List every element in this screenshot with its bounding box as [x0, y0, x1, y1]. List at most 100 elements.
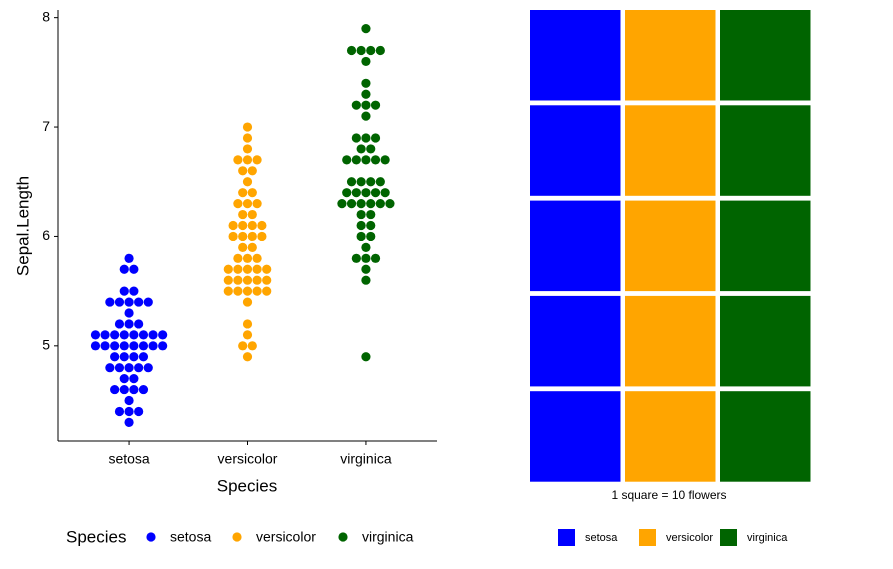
- point: [114, 319, 125, 329]
- waffle-square: [720, 295, 811, 387]
- point: [252, 155, 262, 165]
- point: [361, 78, 371, 88]
- legend-label: versicolor: [256, 529, 316, 545]
- point: [129, 330, 139, 340]
- point: [129, 286, 139, 296]
- waffle-square: [530, 200, 621, 292]
- point: [134, 406, 144, 417]
- point: [366, 144, 376, 154]
- legend-marker: [146, 532, 156, 542]
- waffle-square: [530, 295, 621, 387]
- point: [158, 341, 168, 351]
- legend-label: setosa: [170, 529, 211, 545]
- point: [356, 231, 366, 242]
- point: [361, 352, 371, 362]
- point: [247, 231, 257, 242]
- point: [129, 384, 139, 395]
- point: [380, 155, 390, 165]
- point: [110, 330, 120, 340]
- point: [346, 177, 357, 187]
- point: [252, 275, 262, 285]
- point: [337, 199, 347, 209]
- point: [114, 297, 125, 307]
- point: [262, 264, 272, 274]
- point: [238, 188, 248, 198]
- point: [351, 188, 361, 198]
- point: [124, 406, 134, 417]
- point: [148, 330, 158, 340]
- point: [242, 330, 253, 340]
- legend-swatch: [558, 529, 575, 546]
- point: [242, 297, 253, 307]
- waffle-caption: 1 square = 10 flowers: [611, 488, 726, 502]
- point: [138, 330, 149, 340]
- legend-marker: [232, 532, 242, 542]
- point: [370, 133, 381, 143]
- point: [242, 264, 253, 274]
- point: [119, 341, 129, 351]
- waffle-square: [720, 391, 811, 482]
- point: [247, 220, 257, 231]
- waffle-square: [720, 10, 811, 101]
- point: [247, 341, 257, 351]
- point: [375, 45, 385, 56]
- point: [114, 363, 125, 373]
- point: [366, 199, 376, 209]
- waffle-square: [720, 105, 811, 196]
- y-tick-label: 7: [42, 118, 50, 134]
- point: [247, 242, 257, 252]
- point: [114, 406, 125, 417]
- y-tick-label: 5: [42, 337, 50, 353]
- point: [110, 352, 120, 362]
- point: [346, 199, 357, 209]
- point: [361, 275, 371, 285]
- point: [119, 264, 129, 274]
- point: [129, 264, 139, 274]
- point: [105, 297, 115, 307]
- point: [257, 231, 267, 242]
- point: [233, 264, 243, 274]
- point: [119, 352, 129, 362]
- point: [158, 330, 168, 340]
- point: [233, 286, 243, 296]
- point: [361, 100, 371, 110]
- waffle-square: [530, 391, 621, 482]
- point: [238, 166, 248, 176]
- point: [119, 330, 129, 340]
- point: [252, 286, 262, 296]
- point: [242, 352, 253, 362]
- x-tick-label: setosa: [108, 451, 149, 467]
- legend-marker: [338, 532, 348, 542]
- point: [143, 363, 153, 373]
- point: [238, 231, 248, 242]
- point: [124, 395, 134, 406]
- waffle-square: [530, 105, 621, 196]
- point: [90, 330, 101, 340]
- point: [134, 297, 144, 307]
- point: [247, 166, 257, 176]
- point: [100, 330, 110, 340]
- point: [342, 188, 352, 198]
- point: [366, 177, 376, 187]
- point: [228, 231, 238, 242]
- legend-label: virginica: [362, 529, 414, 545]
- point: [356, 144, 366, 154]
- point: [90, 341, 101, 351]
- point: [138, 341, 149, 351]
- waffle-square: [625, 105, 716, 196]
- point: [242, 144, 253, 154]
- x-tick-label: versicolor: [218, 451, 278, 467]
- point: [242, 177, 253, 187]
- point: [228, 220, 238, 231]
- waffle-square: [625, 10, 716, 101]
- point: [370, 155, 381, 165]
- point: [233, 253, 243, 263]
- point: [356, 220, 366, 231]
- point: [385, 199, 395, 209]
- point: [242, 275, 253, 285]
- point: [356, 209, 366, 220]
- point: [252, 199, 262, 209]
- y-axis-title: Sepal.Length: [13, 176, 32, 276]
- point: [138, 384, 149, 395]
- point: [351, 100, 361, 110]
